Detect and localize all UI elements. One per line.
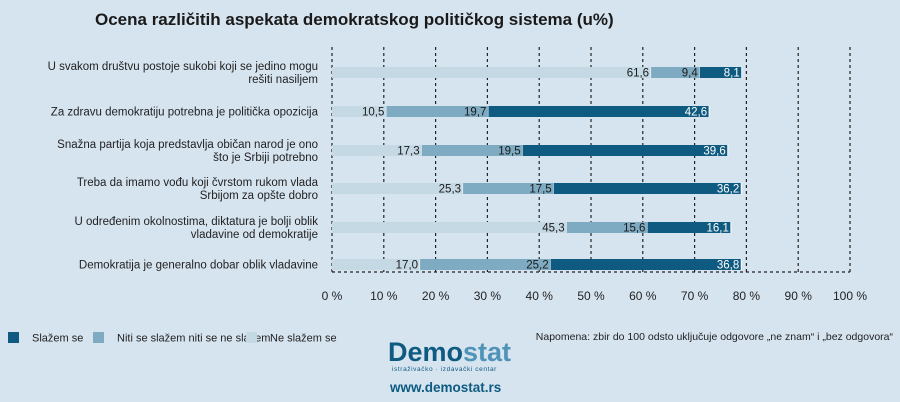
category-label: U svakom društvu postoje sukobi koji se … bbox=[48, 61, 318, 73]
bar-segment bbox=[332, 222, 567, 233]
data-label: 16,1 bbox=[706, 223, 728, 235]
x-tick-label: 90 % bbox=[785, 289, 813, 303]
data-label: 19,5 bbox=[498, 146, 520, 158]
bar-segment bbox=[522, 145, 728, 156]
bar-segment bbox=[421, 145, 523, 156]
brand-subtitle: istraživačko · izdavački centar bbox=[392, 366, 497, 373]
data-label: 17,5 bbox=[529, 184, 551, 196]
data-label: 19,7 bbox=[464, 107, 486, 119]
data-label: 61,6 bbox=[627, 68, 649, 80]
category-label: vladavine od demokratije bbox=[191, 229, 318, 241]
brand-name-part1: Demo bbox=[388, 337, 463, 367]
brand-logo: Demostat istraživačko · izdavački centar… bbox=[388, 337, 511, 395]
bar-segment bbox=[566, 222, 648, 233]
legend-label: Ne slažem se bbox=[270, 333, 337, 345]
data-label: 36,2 bbox=[717, 184, 739, 196]
x-tick-label: 50 % bbox=[577, 289, 605, 303]
x-tick-label: 100 % bbox=[833, 289, 867, 303]
category-labels: U svakom društvu postoje sukobi koji se … bbox=[48, 61, 319, 272]
data-label: 25,2 bbox=[526, 260, 548, 272]
category-label: Snažna partija koja predstavlja običan n… bbox=[57, 139, 318, 151]
x-tick-label: 0 % bbox=[322, 289, 343, 303]
bar-segment bbox=[651, 67, 700, 78]
legend-swatch bbox=[93, 332, 104, 343]
x-tick-label: 40 % bbox=[526, 289, 554, 303]
x-tick-label: 20 % bbox=[422, 289, 450, 303]
chart-title: Ocena različitih aspekata demokratskog p… bbox=[95, 10, 614, 29]
x-tick-label: 60 % bbox=[629, 289, 657, 303]
data-label: 17,3 bbox=[397, 146, 419, 158]
brand-url: www.demostat.rs bbox=[389, 380, 501, 395]
bar-segment bbox=[553, 183, 742, 194]
x-tick-label: 80 % bbox=[733, 289, 761, 303]
data-label: 10,5 bbox=[362, 107, 384, 119]
data-label: 25,3 bbox=[439, 184, 461, 196]
bar-segment bbox=[647, 222, 731, 233]
bar-segment bbox=[332, 67, 652, 78]
data-label: 45,3 bbox=[542, 223, 564, 235]
bar-segment bbox=[332, 145, 422, 156]
category-label: Treba da imamo vođu koji čvrstom rukom v… bbox=[77, 177, 319, 189]
legend-swatch bbox=[8, 332, 19, 343]
data-label: 9,4 bbox=[682, 68, 699, 80]
x-tick-label: 70 % bbox=[681, 289, 709, 303]
footnote: Napomena: zbir do 100 odsto uključuje od… bbox=[536, 331, 894, 343]
data-label: 17,0 bbox=[396, 260, 418, 272]
data-label: 36,8 bbox=[717, 260, 739, 272]
data-label: 15,6 bbox=[623, 223, 645, 235]
brand-name: Demostat bbox=[388, 337, 511, 367]
bar-segment bbox=[332, 106, 387, 117]
category-label: što je Srbiji potrebno bbox=[213, 152, 318, 164]
bars: 61,6 9,4 8,1 10,5 19,7 42,6 17,3 19,5 39,6 25,3 17… bbox=[332, 67, 743, 272]
legend-label: Niti se slažem niti se ne slažem bbox=[117, 333, 270, 345]
bar-segment bbox=[332, 183, 464, 194]
bar-segment bbox=[550, 259, 742, 270]
x-tick-label: 10 % bbox=[370, 289, 398, 303]
data-label: 39,6 bbox=[703, 146, 725, 158]
bar-segment bbox=[463, 183, 554, 194]
category-label: rešiti nasiljem bbox=[248, 74, 318, 86]
grid bbox=[331, 47, 851, 273]
brand-name-part2: stat bbox=[463, 337, 511, 367]
legend-swatch bbox=[246, 332, 257, 343]
data-label: 8,1 bbox=[724, 68, 740, 80]
x-axis-ticks: 0 % 10 % 20 % 30 % 40 % 50 % 60 % 70 % 80 % 90 % 1… bbox=[322, 289, 868, 303]
bar-segment bbox=[386, 106, 489, 117]
category-label: Demokratija je generalno dobar oblik vla… bbox=[79, 260, 318, 272]
bar-segment bbox=[488, 106, 710, 117]
category-label: Za zdravu demokratiju potrebna je politi… bbox=[51, 107, 319, 119]
legend-label: Slažem se bbox=[32, 333, 83, 345]
data-label: 42,6 bbox=[685, 107, 707, 119]
legend: Slažem se Niti se slažem niti se ne slaže… bbox=[8, 332, 337, 345]
category-label: Srbijom za opšte dobro bbox=[200, 190, 318, 202]
x-tick-label: 30 % bbox=[474, 289, 502, 303]
bar-segment bbox=[699, 67, 742, 78]
bar-segment bbox=[332, 259, 421, 270]
category-label: U određenim okolnostima, diktatura je bo… bbox=[74, 216, 318, 228]
bar-segment bbox=[420, 259, 551, 270]
